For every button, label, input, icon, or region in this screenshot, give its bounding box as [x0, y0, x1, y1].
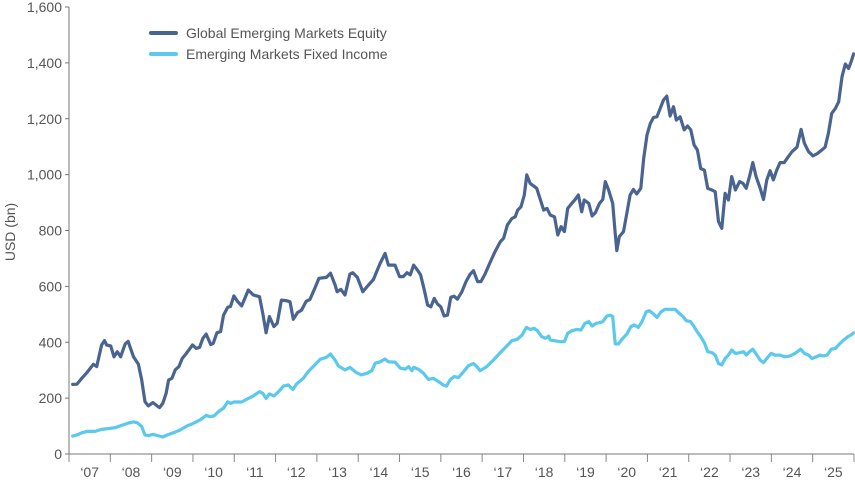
y-tick-label: 800: [39, 223, 63, 239]
y-tick-label: 200: [39, 390, 63, 406]
x-tick-label: ‘21: [659, 464, 678, 480]
x-tick-label: ‘14: [370, 464, 389, 480]
x-tick-label: ‘19: [576, 464, 595, 480]
series-line-equity: [71, 52, 855, 410]
x-tick-label: ‘11: [246, 464, 264, 480]
x-tick-label: ‘15: [411, 464, 430, 480]
x-tick-label: ‘13: [328, 464, 347, 480]
legend-label-fixed-income: Emerging Markets Fixed Income: [186, 46, 388, 62]
y-tick-label: 1,000: [27, 167, 62, 183]
x-tick-label: ‘18: [535, 464, 554, 480]
legend-label-equity: Global Emerging Markets Equity: [186, 25, 387, 41]
x-tick-label: ‘25: [824, 464, 843, 480]
x-axis: ‘07 ‘08 ‘09 ‘10 ‘11 ‘12 ‘13 ‘14 ‘15 ‘16 ‘17 ‘18 ‘19 ‘…: [68, 453, 855, 480]
x-tick-label: ‘07: [80, 464, 99, 480]
x-tick-label: ‘17: [493, 464, 512, 480]
x-tick-label: ‘10: [204, 464, 223, 480]
x-tick-label: ‘20: [617, 464, 636, 480]
y-tick-label: 1,200: [27, 111, 62, 127]
y-tick-label: 1,600: [27, 0, 62, 15]
y-tick-label: 600: [39, 278, 63, 294]
series-line-fixed-income: [71, 307, 855, 439]
y-axis-label: USD (bn): [2, 203, 18, 261]
y-tick-label: 400: [39, 334, 63, 350]
y-tick-label: 1,400: [27, 55, 62, 71]
x-tick-label: ‘22: [700, 464, 719, 480]
x-tick-label: ‘08: [122, 464, 141, 480]
y-axis: 0 200 400 600 800 1,000 1,200 1,400 1,600: [27, 0, 70, 462]
series-group: [71, 52, 855, 439]
legend: Global Emerging Markets Equity Emerging …: [149, 25, 388, 62]
x-tick-label: ‘12: [287, 464, 306, 480]
x-tick-label: ‘24: [783, 464, 802, 480]
x-tick-label: ‘09: [163, 464, 182, 480]
y-tick-label: 0: [54, 446, 62, 462]
x-tick-label: ‘16: [452, 464, 471, 480]
x-tick-label: ‘23: [741, 464, 760, 480]
